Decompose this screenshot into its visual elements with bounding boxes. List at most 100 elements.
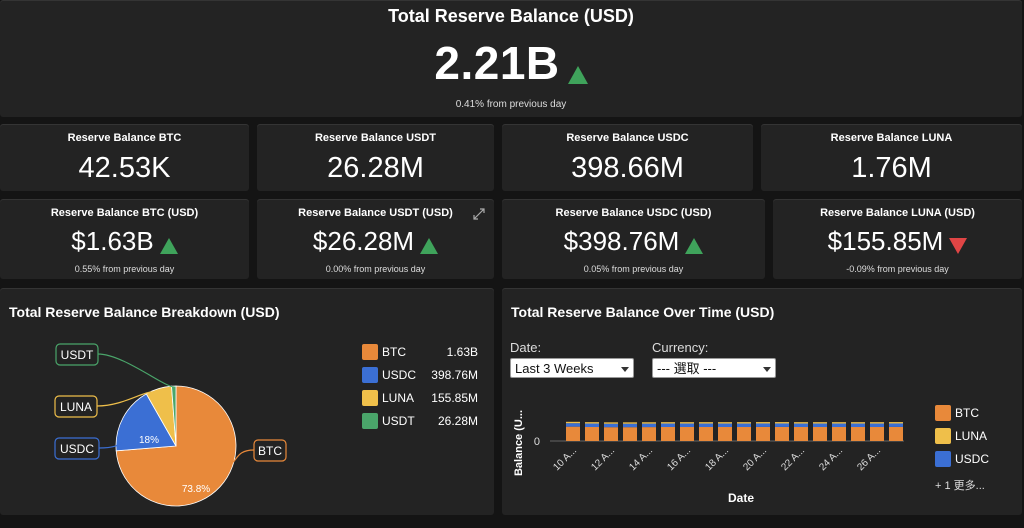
bar-segment-usdc[interactable] <box>661 423 675 428</box>
pie-slice-usdc[interactable] <box>115 393 177 452</box>
bar-segment-luna[interactable] <box>775 422 789 424</box>
luna-usd-value: $155.85M <box>827 226 944 256</box>
bar-segment-usdc[interactable] <box>604 423 618 428</box>
bar-segment-usdc[interactable] <box>699 423 713 428</box>
timeline-legend-item-btc[interactable]: BTC <box>935 405 1020 421</box>
bar-segment-usdc[interactable] <box>566 423 580 427</box>
legend-item-btc[interactable]: BTC 1.63B <box>362 344 482 360</box>
bar-segment-btc[interactable] <box>699 427 713 441</box>
pie-callout-label-usdc: USDC <box>60 442 94 456</box>
trend-up-icon <box>420 237 439 254</box>
bar-segment-usdc[interactable] <box>623 423 637 428</box>
luna-count-card: Reserve Balance LUNA 1.76M <box>761 124 1022 191</box>
bar-segment-btc[interactable] <box>642 427 656 441</box>
bar-segment-usdc[interactable] <box>775 423 789 427</box>
expand-icon[interactable] <box>472 207 486 221</box>
bar-segment-btc[interactable] <box>889 426 903 441</box>
bar-segment-btc[interactable] <box>737 427 751 441</box>
breakdown-legend: BTC 1.63B USDC 398.76M LUNA 155.85M USDT 26.28M <box>362 344 482 434</box>
total-reserve-value-row: 2.21B <box>0 36 1022 90</box>
x-tick-label: 12 A... <box>589 445 617 473</box>
bar-segment-luna[interactable] <box>851 422 865 424</box>
bar-segment-btc[interactable] <box>585 427 599 441</box>
x-tick-label: 24 A... <box>817 445 845 473</box>
bar-segment-luna[interactable] <box>832 422 846 424</box>
bar-segment-luna[interactable] <box>870 422 884 424</box>
legend-item-usdc[interactable]: USDC 398.76M <box>362 367 482 383</box>
legend-value: 1.63B <box>446 345 478 359</box>
usdc-count-card: Reserve Balance USDC 398.66M <box>502 124 753 191</box>
bar-segment-usdc[interactable] <box>585 423 599 428</box>
bar-segment-btc[interactable] <box>604 427 618 441</box>
timeline-title: Total Reserve Balance Over Time (USD) <box>511 304 775 320</box>
bar-segment-usdc[interactable] <box>642 423 656 428</box>
bar-segment-luna[interactable] <box>699 422 713 424</box>
legend-item-luna[interactable]: LUNA 155.85M <box>362 390 482 406</box>
pie-callout-box-usdt <box>55 343 99 366</box>
bar-segment-luna[interactable] <box>604 422 618 424</box>
bar-segment-luna[interactable] <box>623 422 637 424</box>
breakdown-pie-chart: 73.8% 18% USDT LUNA USDC BTC <box>54 343 287 507</box>
btc-usd-value: $1.63B <box>71 226 154 256</box>
bar-segment-usdc[interactable] <box>718 423 732 428</box>
bar-segment-luna[interactable] <box>585 422 599 424</box>
timeline-legend-item-luna[interactable]: LUNA <box>935 428 1020 444</box>
bar-segment-usdc[interactable] <box>870 423 884 428</box>
pie-callout-line-luna <box>96 391 153 407</box>
legend-value: 26.28M <box>437 414 478 428</box>
bar-segment-btc[interactable] <box>623 427 637 441</box>
pie-label-usdc-percent: 18% <box>139 435 159 446</box>
bar-segment-usdc[interactable] <box>794 423 808 428</box>
btc-usd-card: Reserve Balance BTC (USD) $1.63B 0.55% f… <box>0 199 249 279</box>
legend-swatch <box>362 367 378 383</box>
bar-segment-usdc[interactable] <box>737 423 751 428</box>
bar-segment-luna[interactable] <box>794 422 808 424</box>
bar-segment-luna[interactable] <box>661 422 675 424</box>
legend-item-usdt[interactable]: USDT 26.28M <box>362 413 482 429</box>
bar-segment-btc[interactable] <box>813 427 827 441</box>
trend-down-icon <box>949 237 968 254</box>
bar-segment-luna[interactable] <box>737 422 751 424</box>
bar-segment-btc[interactable] <box>718 427 732 441</box>
bar-segment-btc[interactable] <box>851 427 865 441</box>
bar-segment-btc[interactable] <box>661 427 675 441</box>
bar-segment-luna[interactable] <box>813 422 827 424</box>
legend-value: 155.85M <box>431 391 478 405</box>
bar-segment-luna[interactable] <box>642 422 656 424</box>
bar-segment-btc[interactable] <box>680 427 694 441</box>
bar-segment-usdc[interactable] <box>889 423 903 427</box>
x-tick-label: 10 A... <box>551 445 579 473</box>
bar-segment-usdc[interactable] <box>851 423 865 428</box>
bar-segment-btc[interactable] <box>775 426 789 441</box>
bar-segment-btc[interactable] <box>870 427 884 441</box>
bar-segment-usdc[interactable] <box>680 423 694 428</box>
bar-segment-usdc[interactable] <box>756 423 770 427</box>
x-tick-label: 22 A... <box>779 445 807 473</box>
pie-callout-label-btc: BTC <box>258 444 282 458</box>
bar-segment-btc[interactable] <box>566 426 580 441</box>
bar-segment-btc[interactable] <box>794 427 808 441</box>
bar-segment-btc[interactable] <box>832 427 846 441</box>
currency-filter-select[interactable]: --- 選取 --- <box>652 358 776 378</box>
bar-segment-usdc[interactable] <box>832 423 846 428</box>
bar-segment-luna[interactable] <box>680 422 694 424</box>
trend-up-icon <box>685 237 704 254</box>
timeline-legend-more[interactable]: + 1 更多... <box>935 480 985 492</box>
bar-segment-luna[interactable] <box>889 422 903 424</box>
usdc-count-title: Reserve Balance USDC <box>566 132 689 144</box>
timeline-legend-item-usdc[interactable]: USDC <box>935 451 1020 467</box>
legend-swatch <box>935 428 951 444</box>
date-filter-select[interactable]: Last 3 Weeks <box>510 358 634 378</box>
bar-segment-luna[interactable] <box>756 422 770 424</box>
bar-segment-usdc[interactable] <box>813 423 827 428</box>
total-reserve-value: 2.21B <box>434 37 560 89</box>
timeline-card: Total Reserve Balance Over Time (USD) Da… <box>502 288 1022 515</box>
luna-usd-value-row: $155.85M <box>773 226 1022 257</box>
bar-segment-btc[interactable] <box>756 426 770 441</box>
btc-usd-change: 0.55% from previous day <box>74 264 175 274</box>
usdc-count-value: 398.66M <box>571 152 684 184</box>
bar-segment-luna[interactable] <box>566 421 580 424</box>
x-axis-label: Date <box>728 491 754 505</box>
pie-callout-line-btc <box>227 449 255 465</box>
bar-segment-luna[interactable] <box>718 422 732 424</box>
